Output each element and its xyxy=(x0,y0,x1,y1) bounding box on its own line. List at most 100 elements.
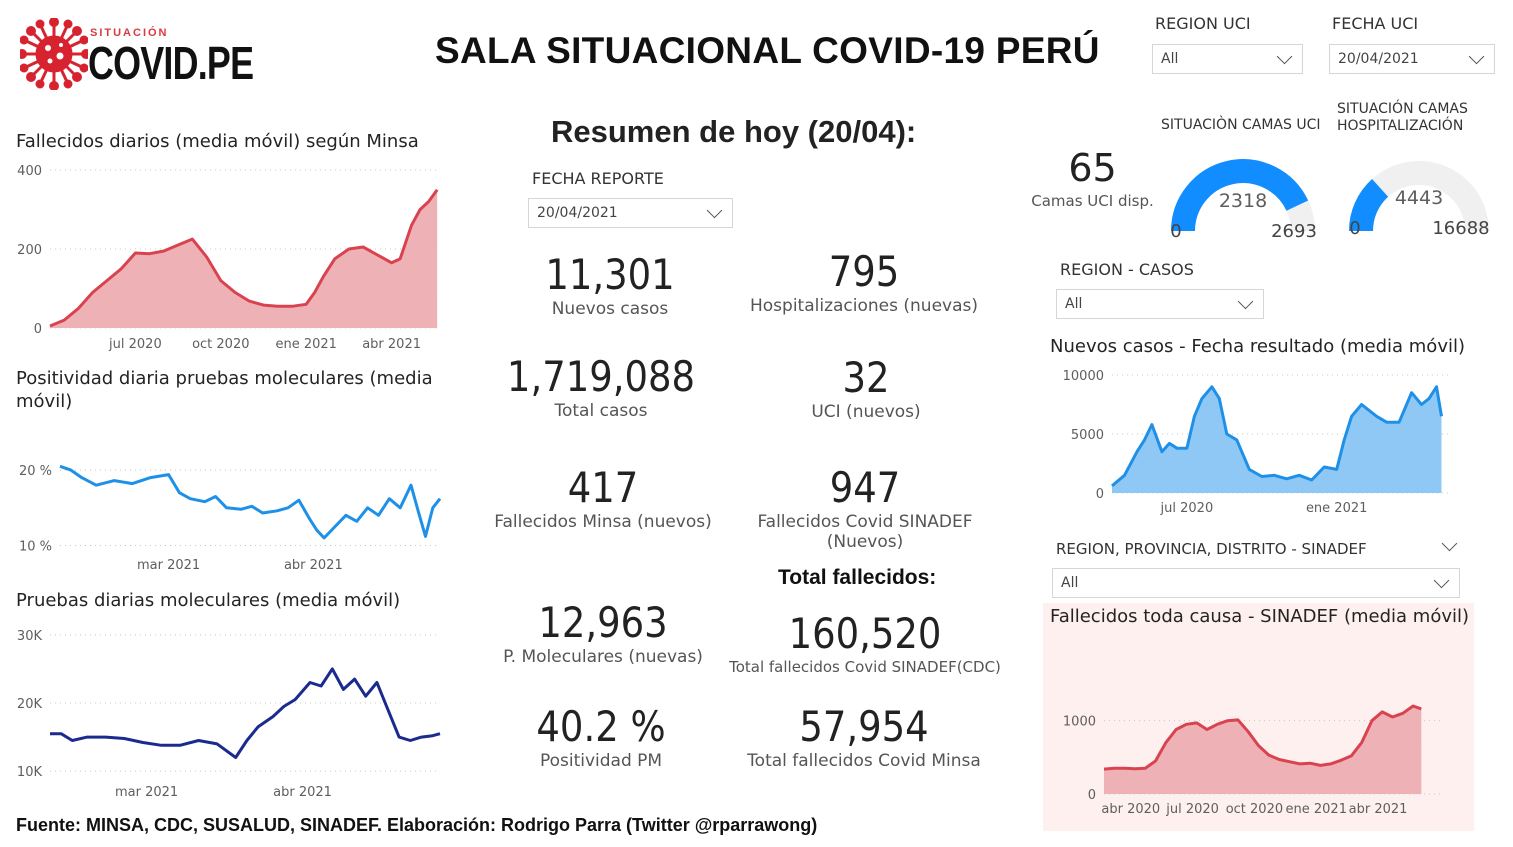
gauge-max: 2693 xyxy=(1271,221,1317,242)
kpi-label: Fallecidos Minsa (nuevos) xyxy=(494,512,712,532)
x-tick-label: ene 2021 xyxy=(275,337,336,352)
y-tick-label: 10000 xyxy=(1063,369,1104,384)
gauge-fill xyxy=(1171,159,1309,232)
gauge-fill xyxy=(1348,179,1389,232)
fecha-reporte-value: 20/04/2021 xyxy=(537,205,618,221)
kpi-value: 40.2 % xyxy=(536,702,666,751)
kpi-value: 947 xyxy=(829,463,901,512)
kpi-nuevos-casos: 11,301 Nuevos casos xyxy=(480,250,740,319)
y-tick-label: 10K xyxy=(17,765,43,780)
region-uci-label: REGION UCI xyxy=(1155,14,1251,33)
area-fill xyxy=(1112,386,1442,493)
x-tick-label: abr 2021 xyxy=(284,558,343,573)
footer-source: Fuente: MINSA, CDC, SUSALUD, SINADEF. El… xyxy=(16,815,818,835)
kpi-label: P. Moleculares (nuevas) xyxy=(503,647,703,667)
kpi-total-sinadef: 160,520 Total fallecidos Covid SINADEF(C… xyxy=(720,609,1010,676)
kpi-fallecidos-sinadef: 947 Fallecidos Covid SINADEF (Nuevos) xyxy=(720,463,1010,552)
pruebas-chart-title: Pruebas diarias moleculares (media móvil… xyxy=(16,590,401,611)
camas-uci-disp-card: 65 Camas UCI disp. xyxy=(1025,146,1160,210)
y-tick-label: 20K xyxy=(17,697,43,712)
kpi-fallecidos-minsa: 417 Fallecidos Minsa (nuevos) xyxy=(472,463,734,532)
fecha-reporte-label: FECHA REPORTE xyxy=(532,169,664,188)
kpi-value: 795 xyxy=(828,247,900,296)
kpi-value: 57,954 xyxy=(799,702,929,751)
fecha-uci-value: 20/04/2021 xyxy=(1338,51,1419,67)
kpi-positividad: 40.2 % Positividad PM xyxy=(470,702,732,771)
kpi-label: Hospitalizaciones (nuevas) xyxy=(750,296,978,316)
kpi-total-minsa: 57,954 Total fallecidos Covid Minsa xyxy=(733,702,995,771)
gauge-min: 0 xyxy=(1170,221,1181,242)
kpi-label: Total casos xyxy=(554,401,648,421)
fecha-uci-label: FECHA UCI xyxy=(1332,14,1419,33)
chevron-down-icon xyxy=(1276,48,1293,64)
region-casos-label: REGION - CASOS xyxy=(1060,260,1194,279)
kpi-value: 417 xyxy=(567,463,639,512)
summary-heading: Resumen de hoy (20/04): xyxy=(551,114,917,149)
gauge-uci: 2318 0 2693 xyxy=(1170,159,1317,242)
kpi-label: UCI (nuevos) xyxy=(811,402,921,422)
y-tick-label: 0 xyxy=(1096,487,1104,502)
y-tick-label: 0 xyxy=(34,322,42,337)
kpi-value: 32 xyxy=(842,353,890,402)
x-tick-label: oct 2020 xyxy=(192,337,249,352)
kpi-label: Total fallecidos Covid SINADEF(CDC) xyxy=(729,658,1001,676)
kpi-label: Positividad PM xyxy=(539,751,663,771)
fallecidos-chart-title: Fallecidos diarios (media móvil) según M… xyxy=(16,131,419,152)
gauge-hosp-title-line2: HOSPITALIZACIÓN xyxy=(1337,118,1464,134)
page-title: SALA SITUACIONAL COVID-19 PERÚ xyxy=(435,30,1100,71)
chevron-down-icon[interactable] xyxy=(1441,535,1458,552)
region-sinadef-label: REGION, PROVINCIA, DISTRITO - SINADEF xyxy=(1056,540,1367,558)
kpi-value: 160,520 xyxy=(788,609,942,658)
kpi-value: 1,719,088 xyxy=(506,352,696,401)
y-tick-label: 20 % xyxy=(19,464,52,479)
x-tick-label: abr 2020 xyxy=(1101,802,1160,817)
kpi-pruebas: 12,963 P. Moleculares (nuevas) xyxy=(472,598,734,667)
camas-uci-disp-label: Camas UCI disp. xyxy=(1031,192,1154,210)
kpi-total-casos: 1,719,088 Total casos xyxy=(470,352,732,421)
covid-logo-icon xyxy=(20,18,88,90)
logo-subtitle: SITUACIÓN xyxy=(90,27,169,39)
chevron-down-icon xyxy=(1433,572,1450,588)
y-tick-label: 5000 xyxy=(1071,428,1104,443)
kpi-uci: 32 UCI (nuevos) xyxy=(735,353,997,422)
y-tick-label: 0 xyxy=(1088,788,1096,803)
gauge-hosp: 4443 0 16688 xyxy=(1348,161,1490,239)
gauge-value: 4443 xyxy=(1395,187,1443,209)
x-tick-label: mar 2021 xyxy=(137,558,200,573)
nuevos-casos-chart: 0 5000 10000 jul 2020 ene 2021 xyxy=(1063,369,1449,516)
region-casos-dropdown[interactable]: All xyxy=(1056,289,1264,319)
sinadef-chart-title: Fallecidos toda causa - SINADEF (media m… xyxy=(1050,606,1470,627)
gauge-hosp-title: SITUACIÓN CAMAS HOSPITALIZACIÓN xyxy=(1337,101,1468,135)
x-tick-label: oct 2020 xyxy=(1226,802,1283,817)
y-tick-label: 200 xyxy=(17,243,42,258)
y-tick-label: 30K xyxy=(17,629,43,644)
region-sinadef-dropdown[interactable]: All xyxy=(1052,568,1460,598)
kpi-label: Nuevos casos xyxy=(551,299,669,319)
area-fill xyxy=(50,189,438,328)
y-tick-label: 400 xyxy=(17,164,42,179)
positividad-chart-title: Positividad diaria pruebas moleculares (… xyxy=(16,368,433,412)
x-tick-label: jul 2020 xyxy=(1165,802,1219,817)
series-line xyxy=(49,188,439,328)
fecha-reporte-dropdown[interactable]: 20/04/2021 xyxy=(528,198,733,228)
series-line xyxy=(1103,704,1422,771)
kpi-label: Fallecidos Covid SINADEF (Nuevos) xyxy=(757,512,973,552)
series-line xyxy=(59,464,442,540)
gauge-max: 16688 xyxy=(1432,218,1489,239)
logo-text: COVID.PE xyxy=(88,37,254,89)
total-fallecidos-heading: Total fallecidos: xyxy=(778,566,937,589)
gauge-value: 2318 xyxy=(1219,190,1267,212)
series-line xyxy=(1111,385,1443,488)
y-tick-label: 1000 xyxy=(1063,715,1096,730)
gauge-uci-title: SITUACIÒN CAMAS UCI xyxy=(1161,117,1321,133)
x-tick-label: abr 2021 xyxy=(273,785,332,800)
region-uci-dropdown[interactable]: All xyxy=(1152,44,1303,74)
x-tick-label: ene 2021 xyxy=(1306,501,1367,516)
fecha-uci-dropdown[interactable]: 20/04/2021 xyxy=(1329,44,1495,74)
kpi-hospitalizaciones: 795 Hospitalizaciones (nuevas) xyxy=(733,247,995,316)
x-tick-label: abr 2021 xyxy=(362,337,421,352)
chevron-down-icon xyxy=(706,202,723,218)
region-casos-value: All xyxy=(1065,296,1083,312)
x-tick-label: abr 2021 xyxy=(1349,802,1408,817)
pruebas-chart: 10K 20K 30K mar 2021 abr 2021 xyxy=(17,629,441,800)
